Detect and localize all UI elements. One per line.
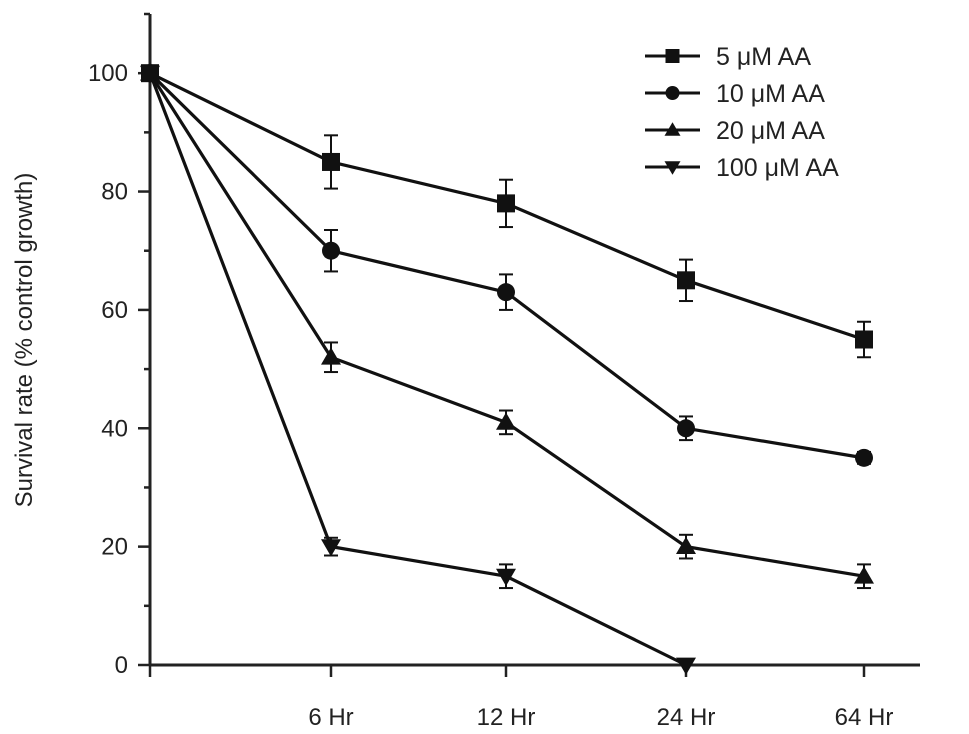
data-point: [496, 412, 516, 430]
x-tick-label: 12 Hr: [477, 704, 536, 731]
data-point: [497, 283, 515, 302]
y-ticks: 0 20 40 60 80 100: [88, 12, 150, 679]
series-line: [148, 72, 865, 578]
x-tick-label: 64 Hr: [835, 704, 894, 731]
legend-label: 100 μM AA: [716, 154, 839, 182]
x-tick-label: 24 Hr: [657, 704, 716, 731]
y-axis-label: Survival rate (% control growth): [11, 173, 38, 508]
legend-marker: [665, 49, 680, 63]
series-3: [140, 63, 874, 590]
series-1: [141, 64, 873, 359]
legend-marker: [665, 86, 680, 100]
data-point: [321, 347, 341, 365]
legend-item: 20 μM AA: [645, 117, 825, 145]
axes: [148, 14, 920, 667]
legend-label: 5 μM AA: [716, 43, 811, 71]
legend-marker: [664, 161, 681, 175]
x-ticks: 6 Hr 12 Hr 24 Hr 64 Hr: [148, 665, 894, 731]
data-point: [676, 657, 696, 675]
data-point: [854, 566, 874, 584]
legend-item: 100 μM AA: [645, 154, 839, 182]
legend-marker: [664, 122, 681, 136]
y-tick-label: 100: [88, 60, 128, 87]
x-tick-label: 6 Hr: [308, 704, 353, 731]
data-point: [677, 419, 695, 438]
series-line: [148, 72, 687, 667]
legend-item: 5 μM AA: [645, 43, 811, 71]
data-point: [497, 194, 515, 213]
series-2: [141, 64, 873, 467]
data-point: [855, 448, 873, 467]
y-tick-label: 40: [101, 415, 128, 442]
data-point: [322, 152, 340, 171]
y-tick-label: 80: [101, 179, 128, 206]
data-point: [676, 536, 696, 555]
legend: 5 μM AA 10 μM AA 20 μM AA 100 μM AA: [645, 43, 839, 182]
legend-label: 20 μM AA: [716, 117, 825, 145]
data-point: [677, 271, 695, 290]
data-point: [321, 539, 341, 557]
data-point: [855, 330, 873, 349]
series-4: [140, 65, 696, 675]
series-layer: [140, 63, 874, 675]
legend-label: 10 μM AA: [716, 80, 825, 108]
y-tick-label: 20: [101, 534, 128, 561]
legend-item: 10 μM AA: [645, 80, 825, 108]
y-tick-label: 0: [115, 652, 128, 679]
data-point: [322, 241, 340, 260]
data-point: [140, 65, 160, 84]
y-tick-label: 60: [101, 297, 128, 324]
data-point: [496, 568, 516, 587]
